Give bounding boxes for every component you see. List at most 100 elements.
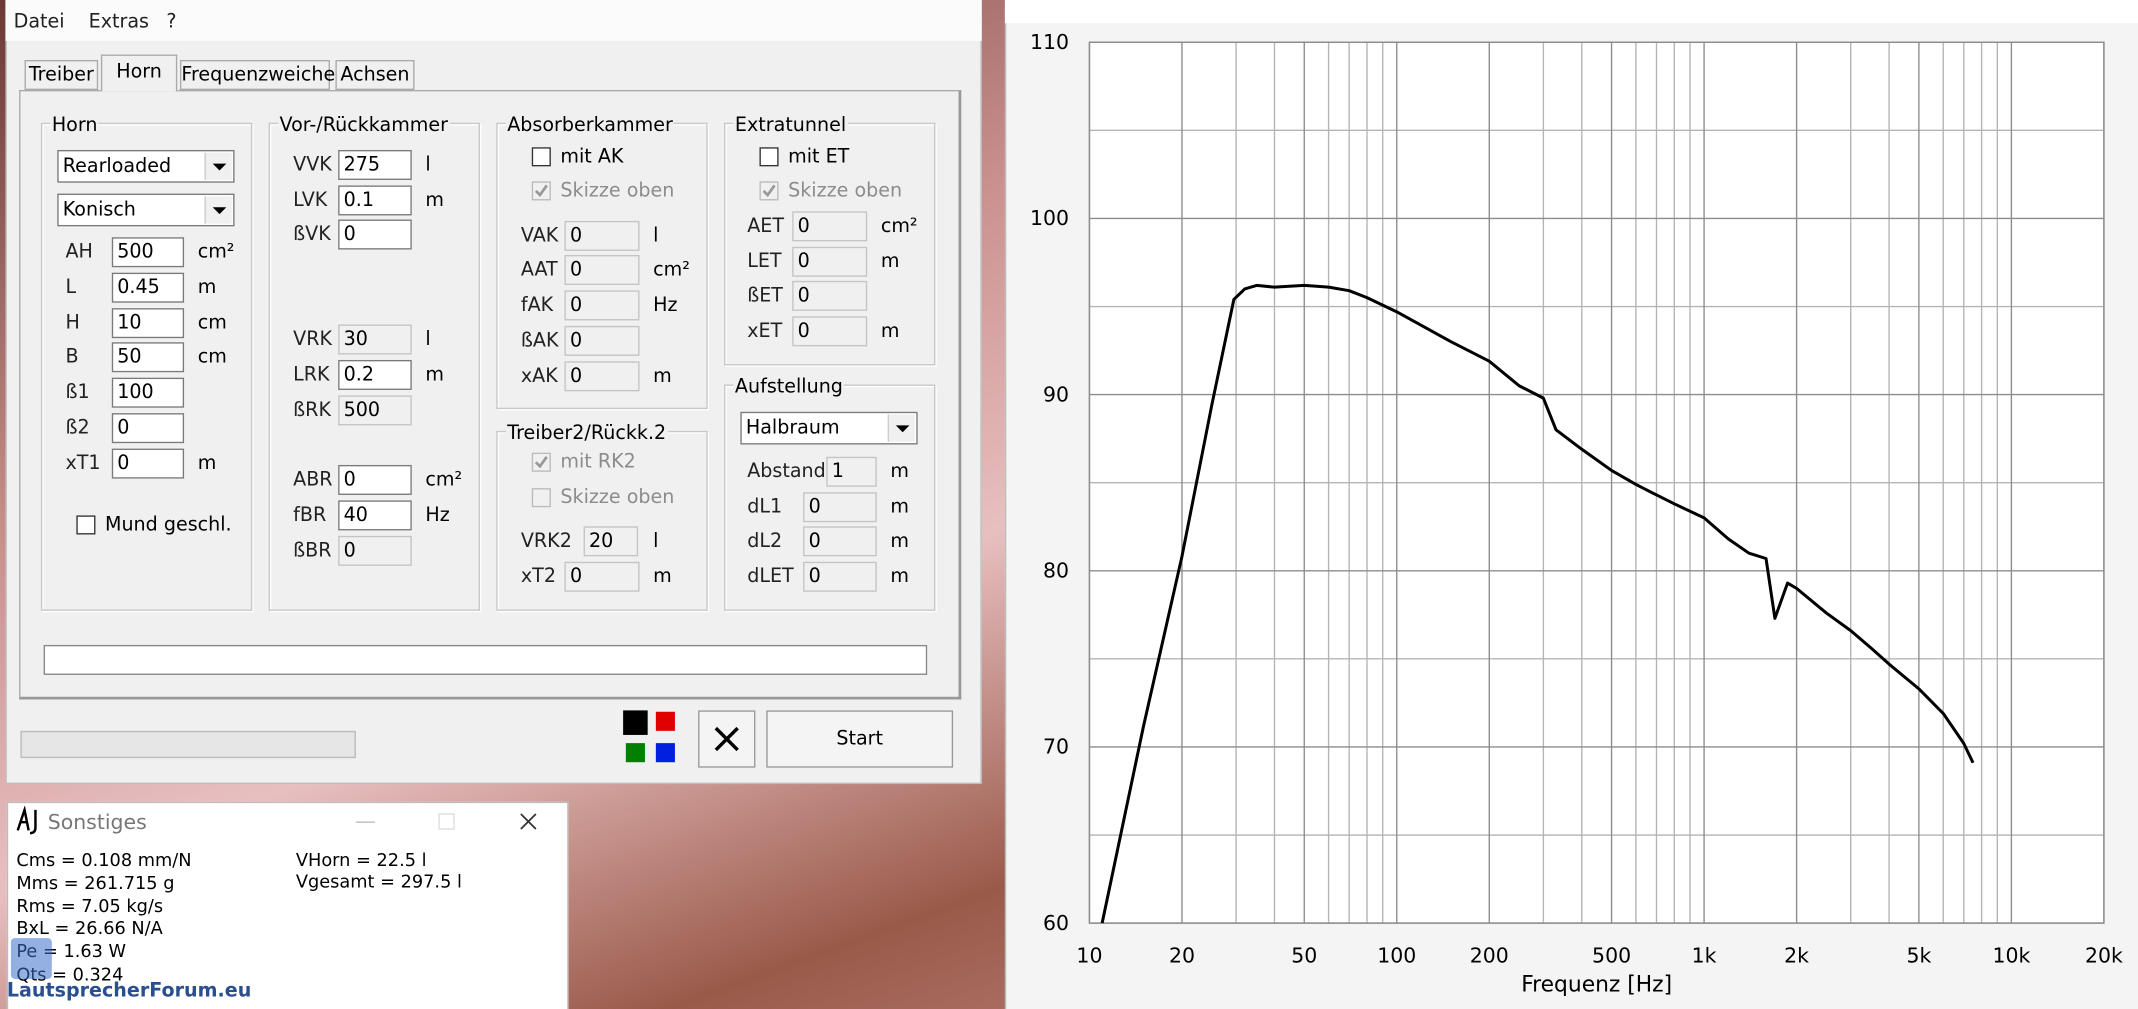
field-unit: m [880, 320, 900, 343]
text-input[interactable]: 0 [564, 561, 640, 592]
dropdown-arrow [204, 152, 232, 180]
text-input[interactable]: 1 [826, 456, 877, 487]
field-unit: l [653, 530, 659, 553]
menu-item[interactable]: Extras [88, 10, 149, 33]
text-input[interactable]: 0 [338, 535, 412, 566]
text-input[interactable]: 0 [803, 526, 877, 557]
close-button[interactable] [698, 710, 756, 768]
dropdown[interactable]: Halbraum [740, 411, 918, 445]
field-unit: cm [197, 346, 227, 369]
tab[interactable]: Horn [100, 54, 178, 92]
field-label: Abstand [747, 460, 826, 483]
color-swatch[interactable] [655, 711, 675, 731]
text-input[interactable]: 0 [338, 219, 412, 250]
input-value: 0 [569, 294, 583, 317]
text-input[interactable]: 0 [564, 254, 640, 285]
checkbox [531, 181, 551, 201]
field-unit: m [197, 276, 217, 299]
chart: 10 20 50 100 200 500 1k 2k 5k 10k 20k 60 70 80 90 100 11… [1030, 30, 2123, 997]
input-value: 0 [808, 530, 821, 553]
field-label: VVK [293, 154, 332, 176]
field-unit: m [425, 189, 445, 212]
x-tick-label: 50 [1291, 944, 1317, 968]
menu-item[interactable]: Datei [13, 10, 65, 33]
text-input[interactable]: 30 [338, 324, 412, 355]
checkbox-label: mit ET [788, 145, 850, 168]
text-input[interactable]: 100 [111, 377, 185, 408]
field-unit: m [653, 565, 672, 588]
text-input[interactable]: 20 [583, 526, 639, 557]
text-input[interactable]: 0 [792, 316, 868, 347]
tab[interactable]: Treiber [24, 59, 99, 90]
field-label: H [65, 312, 80, 335]
checkbox[interactable] [531, 147, 551, 167]
text-input[interactable]: 0 [792, 211, 868, 242]
text-input[interactable]: 50 [111, 342, 185, 373]
field-unit: m [880, 250, 900, 273]
field-label: LRK [293, 364, 330, 386]
dropdown[interactable]: Rearloaded [57, 149, 235, 183]
text-input[interactable]: 0.45 [111, 272, 185, 303]
checkbox-label: Skizze oben [560, 179, 675, 202]
check-mark [534, 184, 548, 198]
text-input[interactable]: 275 [338, 149, 412, 180]
group-title: Vor-/Rückkammer [278, 113, 450, 138]
text-input[interactable]: 0.1 [338, 185, 412, 216]
checkbox-label: Mund geschl. [104, 514, 232, 536]
field-label: ß2 [65, 417, 90, 440]
text-input[interactable]: 500 [111, 237, 185, 268]
tab[interactable]: Frequenzweiche [179, 59, 335, 90]
color-swatch[interactable] [625, 743, 645, 763]
dropdown[interactable]: Konisch [57, 193, 235, 227]
text-input[interactable]: 0 [803, 561, 877, 592]
y-tick-label: 90 [1043, 382, 1069, 406]
text-input[interactable]: 10 [111, 308, 185, 339]
input-value: 1 [831, 460, 844, 483]
field-label: xT1 [65, 452, 101, 475]
input-value: 0 [808, 565, 821, 588]
color-swatch[interactable] [623, 710, 648, 735]
input-value: 0 [343, 223, 356, 246]
text-input[interactable]: 0 [564, 325, 640, 356]
text-input[interactable]: 0.2 [338, 359, 412, 390]
input-value: 0 [569, 365, 583, 388]
field-unit: Hz [653, 294, 678, 317]
app-logo [16, 805, 37, 835]
input-value: 0 [808, 496, 821, 519]
text-input[interactable]: 0 [803, 492, 877, 523]
input-value: 0 [343, 469, 356, 491]
field-unit: l [653, 224, 659, 247]
text-input[interactable]: 0 [111, 413, 185, 444]
info-line: BxL = 26.66 N/A [16, 919, 163, 940]
color-swatch[interactable] [655, 743, 675, 763]
window-controls[interactable] [352, 807, 557, 837]
checkbox[interactable] [76, 515, 96, 535]
field-unit: cm² [197, 241, 235, 264]
x-tick-label: 20k [2085, 944, 2123, 968]
checkbox[interactable] [759, 147, 779, 167]
text-input[interactable]: 0 [792, 246, 868, 277]
menu-item[interactable]: ? [166, 10, 177, 33]
text-input[interactable]: 0 [564, 290, 640, 321]
text-input[interactable]: 0 [111, 448, 185, 479]
text-input[interactable]: 0 [338, 464, 412, 495]
text-input[interactable]: 0 [564, 361, 640, 392]
text-input[interactable]: 40 [338, 500, 412, 531]
text-input[interactable]: 0 [564, 220, 640, 251]
checkbox [759, 181, 779, 201]
text-input[interactable]: 0 [792, 280, 868, 311]
x-tick-label: 20 [1169, 944, 1195, 968]
group-title: Aufstellung [733, 374, 845, 400]
dropdown-text: Rearloaded [62, 155, 172, 178]
input-value: 0 [797, 284, 810, 307]
text-input[interactable]: 500 [338, 395, 412, 426]
window-buttons[interactable] [352, 807, 557, 837]
chart-titlebar [1004, 0, 2138, 24]
start-button[interactable]: Start [766, 710, 954, 768]
tab[interactable]: Achsen [335, 59, 415, 90]
arrow-icon [212, 207, 227, 215]
info-line: Cms = 0.108 mm/N [16, 850, 192, 872]
x-tick-label: 100 [1377, 944, 1416, 968]
field-label: AAT [520, 259, 558, 281]
app-icon [14, 805, 44, 836]
